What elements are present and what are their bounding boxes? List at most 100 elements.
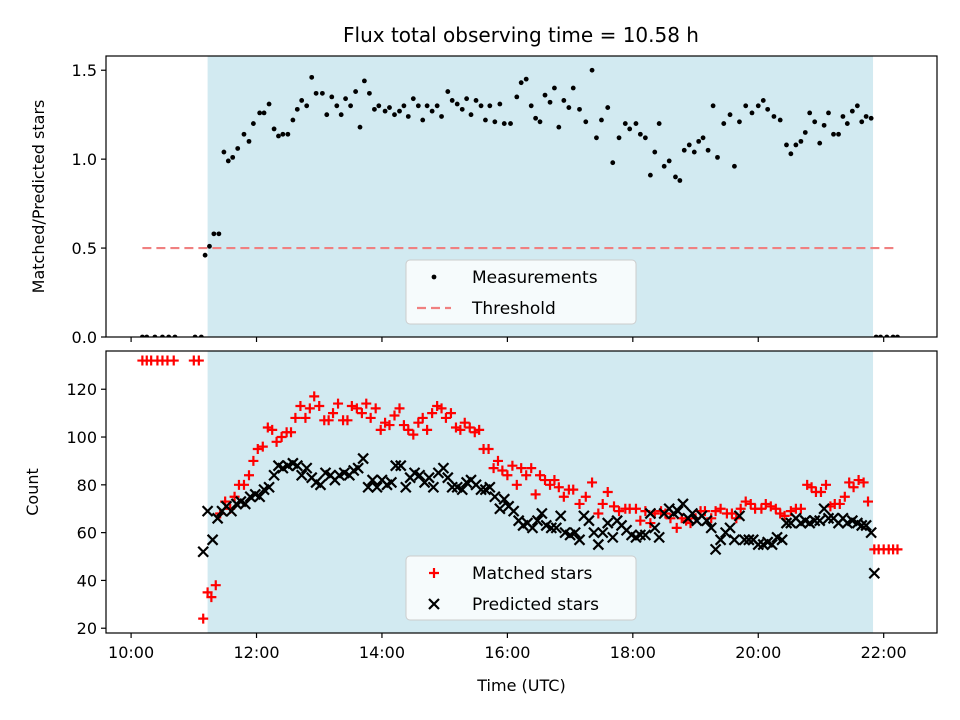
measurement-point <box>622 121 628 126</box>
predicted-point <box>442 471 454 484</box>
measurement-point <box>319 90 325 96</box>
predicted-point <box>211 512 224 525</box>
matched-point <box>549 475 560 486</box>
measurement-point <box>594 135 599 141</box>
measurement-point <box>765 106 771 112</box>
predicted-point <box>573 534 586 546</box>
measurement-point <box>589 67 595 73</box>
matched-point <box>384 420 395 431</box>
predicted-point <box>776 534 788 546</box>
y-tick-label: 20 <box>77 619 97 638</box>
matched-point <box>635 515 646 526</box>
matched-point <box>779 510 790 521</box>
matched-point <box>365 412 376 423</box>
matched-point <box>483 443 494 454</box>
measurement-point <box>727 112 733 118</box>
x-tick-label: 18:00 <box>610 643 656 662</box>
predicted-point <box>601 517 614 529</box>
measurement-point <box>334 103 340 109</box>
matched-point <box>765 501 776 512</box>
measurement-point <box>376 103 382 109</box>
measurement-point <box>392 112 397 118</box>
measurement-point <box>324 112 330 118</box>
matched-point <box>417 412 428 423</box>
measurement-point <box>656 121 662 126</box>
measurement-point <box>737 119 742 125</box>
measurement-point <box>583 119 589 125</box>
y-tick-label: 60 <box>77 524 97 543</box>
predicted-point <box>475 483 487 496</box>
measurement-point <box>755 103 761 109</box>
matched-point <box>342 415 353 426</box>
predicted-point <box>413 469 426 482</box>
matched-point <box>795 503 806 514</box>
matched-point <box>609 501 620 512</box>
measurement-point <box>732 163 737 169</box>
measurement-point <box>793 142 799 148</box>
measurement-point <box>533 115 539 121</box>
measurement-point <box>854 103 860 109</box>
measurement-point <box>537 119 543 125</box>
predicted-point <box>596 526 609 539</box>
measurement-point <box>642 135 648 141</box>
predicted-point <box>314 479 327 491</box>
measurement-point <box>221 149 227 155</box>
predicted-point <box>394 459 407 472</box>
measurement-point <box>276 133 281 139</box>
measurement-point <box>547 99 553 105</box>
predicted-point <box>822 512 835 525</box>
measurement-point <box>528 103 534 109</box>
matched-point <box>710 506 721 517</box>
measurement-point <box>677 178 683 183</box>
matched-point <box>497 465 508 476</box>
matched-point <box>290 412 301 423</box>
measurement-point <box>338 112 344 118</box>
legend-label: Threshold <box>471 299 556 319</box>
predicted-point <box>300 462 313 474</box>
measurement-point <box>802 130 808 135</box>
matched-point <box>815 487 826 497</box>
predicted-point <box>554 510 567 522</box>
measurement-point <box>304 103 310 109</box>
predicted-point <box>352 462 364 474</box>
predicted-point <box>677 498 689 510</box>
measurement-point <box>250 121 256 126</box>
matched-point <box>715 503 726 514</box>
y-axis-label: Matched/Predicted stars <box>29 100 48 294</box>
matched-point <box>328 408 339 419</box>
measurement-point <box>523 76 529 82</box>
measurement-point <box>616 135 622 141</box>
predicted-point <box>766 538 778 551</box>
predicted-point <box>686 507 699 520</box>
y-tick-label: 120 <box>66 380 97 399</box>
predicted-point <box>201 505 214 517</box>
x-tick-label: 16:00 <box>484 643 530 662</box>
measurement-point <box>710 103 716 109</box>
matched-point <box>168 355 179 366</box>
measurement-point <box>449 98 455 103</box>
measurement-point <box>807 110 813 116</box>
x-tick-label: 22:00 <box>861 643 907 662</box>
matched-point <box>853 475 864 486</box>
predicted-point <box>780 517 793 529</box>
legend-measurement-swatch <box>431 274 437 280</box>
measurement-point <box>542 92 548 98</box>
predicted-point <box>295 469 308 482</box>
measurement-point <box>836 131 841 137</box>
predicted-point <box>672 505 684 517</box>
measurement-point <box>859 119 865 125</box>
measurement-point <box>840 114 846 119</box>
measurement-point <box>777 117 783 123</box>
legend-box <box>405 259 637 325</box>
predicted-point <box>526 522 539 534</box>
measurement-point <box>817 140 823 146</box>
measurement-point <box>361 78 367 84</box>
matched-point <box>848 482 859 493</box>
measurement-point <box>271 126 277 132</box>
matched-point <box>314 400 325 411</box>
legend: Matched stars Predicted stars <box>405 555 637 621</box>
predicted-point <box>253 491 266 503</box>
matched-point <box>474 424 485 435</box>
matched-point <box>422 424 433 435</box>
measurement-point <box>280 131 286 137</box>
